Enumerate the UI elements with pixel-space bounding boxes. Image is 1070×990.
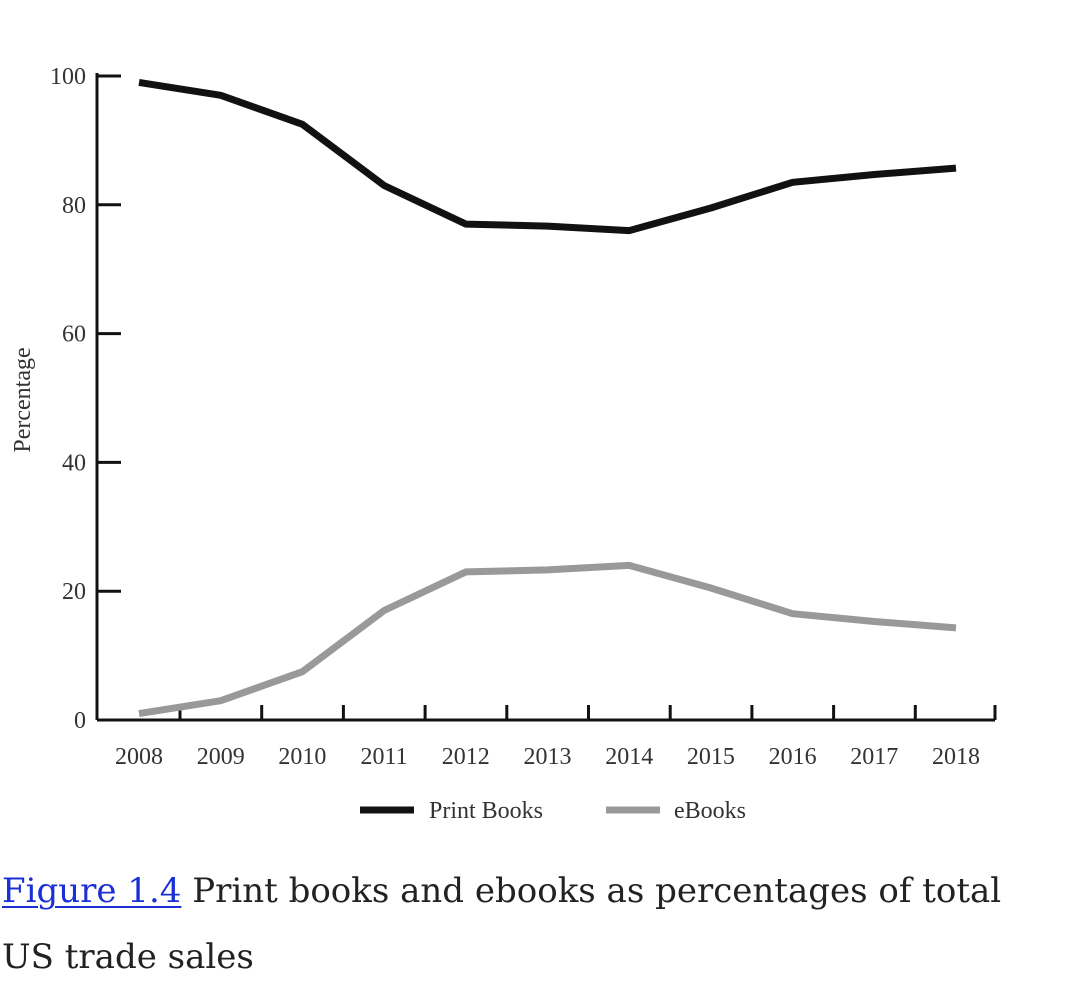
y-tick-label: 0 [74, 708, 86, 734]
y-tick-label: 80 [62, 193, 86, 219]
figure-caption-text: Print books and ebooks as percentages of… [2, 871, 1002, 977]
x-tick-label: 2018 [932, 744, 980, 770]
y-tick-label: 60 [62, 322, 86, 348]
figure-caption: Figure 1.4 Print books and ebooks as per… [2, 858, 1042, 990]
x-tick-label: 2016 [769, 744, 817, 770]
chart-canvas: 0 20 40 60 80 100 2008 2009 2010 2011 2012 2013 2014… [10, 64, 997, 824]
legend-item-ebooks: eBooks [674, 798, 746, 824]
y-tick-label: 20 [62, 579, 86, 605]
series-line-ebooks [138, 561, 957, 718]
x-tick-label: 2015 [687, 744, 735, 770]
legend: Print Books eBooks [360, 798, 746, 824]
legend-item-print-books: Print Books [429, 798, 543, 824]
y-tick-label: 100 [50, 64, 86, 90]
x-tick-label: 2009 [197, 744, 245, 770]
series-lines [138, 78, 957, 718]
figure-link[interactable]: Figure 1.4 [2, 871, 182, 911]
axes: 0 20 40 60 80 100 2008 2009 2010 2011 2012 2013 2014… [10, 64, 997, 770]
y-tick-label: 40 [62, 450, 86, 476]
x-tick-label: 2017 [850, 744, 898, 770]
line-chart: 0 20 40 60 80 100 2008 2009 2010 2011 2012 2013 2014… [10, 64, 997, 824]
y-axis-label: Percentage [10, 347, 36, 452]
x-tick-label: 2011 [361, 744, 408, 770]
series-line-print-books [138, 78, 957, 235]
x-tick-label: 2008 [115, 744, 163, 770]
x-tick-label: 2012 [442, 744, 490, 770]
x-tick-label: 2013 [524, 744, 572, 770]
x-tick-label: 2014 [605, 744, 653, 770]
x-tick-label: 2010 [278, 744, 326, 770]
